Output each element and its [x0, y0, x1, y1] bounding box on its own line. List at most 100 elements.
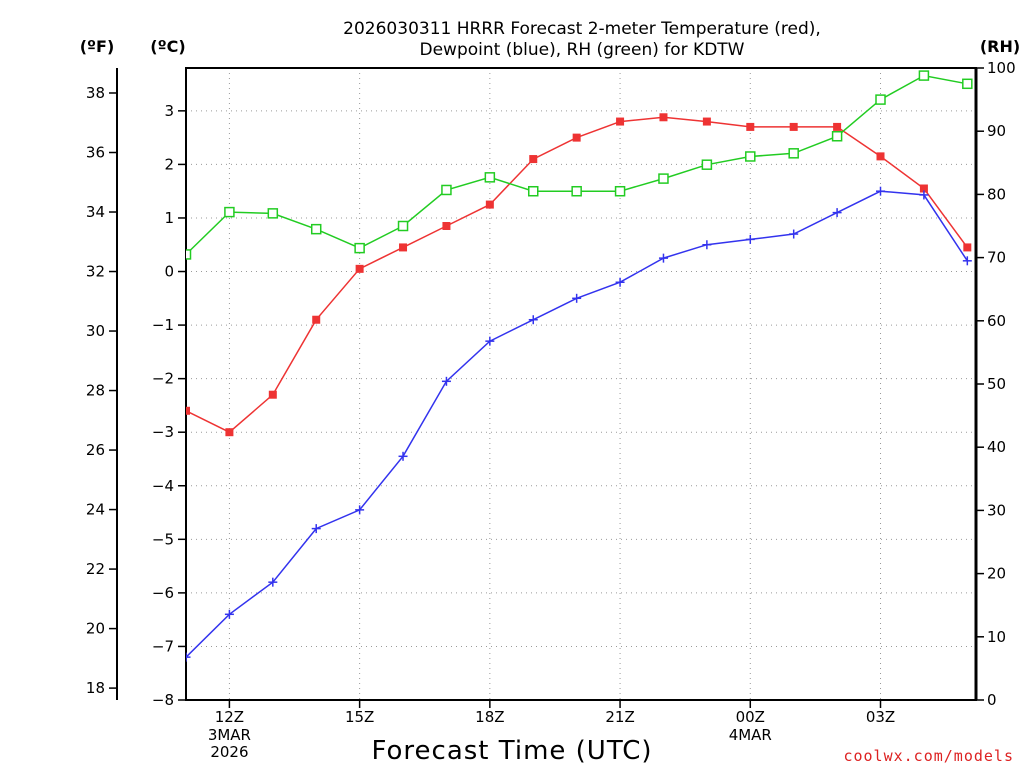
temperature-point: [876, 152, 885, 161]
series-layer: [186, 70, 973, 662]
dewpoint-point: [311, 524, 321, 534]
rh-point: [441, 184, 452, 196]
dewpoint-point: [398, 451, 408, 461]
dewpoint-point: [745, 234, 755, 244]
x-tick-sublabel: 4MAR: [729, 726, 772, 744]
dewpoint-point: [876, 186, 886, 196]
x-tick-sublabel: 3MAR: [208, 726, 251, 744]
rh-tick-label: 20: [987, 565, 1006, 583]
dewpoint-point: [832, 208, 842, 218]
rh-point: [701, 159, 713, 170]
rh-line: [186, 74, 968, 255]
rh-tick-label: 100: [987, 59, 1016, 77]
rh-point: [354, 242, 365, 254]
temperature-point: [442, 222, 451, 230]
fahrenheit-tick-label: 24: [86, 501, 105, 519]
x-axis-title: Forecast Time (UTC): [371, 736, 652, 766]
celsius-tick-label: 3: [164, 102, 174, 120]
rh-point: [186, 249, 192, 260]
rh-point: [310, 223, 322, 235]
celsius-tick-label: −2: [152, 370, 174, 388]
rh-tick-label: 70: [987, 249, 1006, 267]
x-tick-label: 12Z: [215, 708, 244, 726]
temperature-point: [355, 264, 364, 273]
temperature-point: [833, 122, 842, 131]
temperature-point: [746, 122, 755, 131]
rh-point: [788, 148, 799, 159]
rh-tick-label: 60: [987, 312, 1006, 330]
rh-point: [571, 185, 582, 197]
fahrenheit-tick-label: 26: [86, 441, 105, 459]
rh-tick-label: 10: [987, 628, 1006, 646]
dewpoint-point: [962, 256, 972, 266]
temperature-point: [399, 243, 408, 252]
temperature-point: [485, 200, 494, 209]
rh-point: [397, 220, 409, 232]
rh-point: [962, 78, 973, 90]
temperature-point: [529, 155, 538, 164]
dewpoint-point: [355, 505, 365, 515]
celsius-tick-label: −7: [152, 637, 174, 655]
rh-point: [831, 131, 843, 142]
temperature-point: [789, 122, 798, 131]
x-tick-sublabel: 2026: [210, 743, 248, 761]
temperature-point: [963, 243, 972, 252]
x-tick-label: 03Z: [866, 708, 895, 726]
dewpoint-point: [702, 240, 712, 250]
celsius-tick-label: 2: [164, 155, 174, 173]
rh-point: [614, 185, 626, 197]
celsius-tick-label: −5: [152, 530, 174, 548]
dewpoint-point: [441, 376, 451, 386]
fahrenheit-tick-label: 30: [86, 322, 105, 340]
temperature-point: [919, 184, 928, 193]
dewpoint-point: [789, 229, 799, 239]
temperature-point: [312, 315, 321, 324]
rh-point: [267, 208, 279, 219]
dewpoint-point: [186, 652, 191, 662]
chart-title-line-1: 2026030311 HRRR Forecast 2-meter Tempera…: [343, 19, 821, 39]
dewpoint-point: [528, 315, 538, 325]
x-tick-label: 18Z: [475, 708, 504, 726]
temperature-point: [572, 133, 581, 142]
rh-tick-label: 40: [987, 438, 1006, 456]
rh-tick-label: 80: [987, 185, 1006, 203]
celsius-tick-label: −3: [152, 423, 174, 441]
rh-tick-label: 90: [987, 122, 1006, 140]
temperature-point: [225, 428, 234, 437]
plot-frame: [185, 67, 977, 701]
dewpoint-line: [186, 190, 968, 658]
fahrenheit-unit-label: (ºF): [80, 37, 115, 56]
temperature-point: [268, 390, 277, 399]
fahrenheit-tick-label: 22: [86, 560, 105, 578]
celsius-unit-label: (ºC): [150, 37, 185, 56]
celsius-tick-label: 1: [164, 209, 174, 227]
rh-tick-label: 50: [987, 375, 1006, 393]
celsius-tick-label: −8: [152, 691, 174, 709]
dewpoint-point: [485, 336, 495, 346]
x-tick-label: 00Z: [736, 708, 765, 726]
footer-credit: coolwx.com/models: [843, 747, 1014, 765]
temperature-point: [616, 117, 625, 126]
dewpoint-point: [615, 277, 625, 287]
fahrenheit-tick-label: 34: [86, 203, 105, 221]
fahrenheit-tick-label: 20: [86, 620, 105, 638]
dewpoint-point: [268, 577, 278, 587]
rh-tick-label: 30: [987, 501, 1006, 519]
fahrenheit-tick-label: 32: [86, 263, 105, 281]
celsius-tick-label: −6: [152, 584, 174, 602]
celsius-tick-label: −4: [152, 477, 174, 495]
x-tick-label: 21Z: [605, 708, 634, 726]
chart-title-line-2: Dewpoint (blue), RH (green) for KDTW: [419, 40, 744, 60]
temperature-point: [702, 117, 711, 126]
fahrenheit-tick-label: 38: [86, 84, 105, 102]
dewpoint-point: [919, 190, 929, 200]
rh-point: [484, 172, 496, 183]
rh-point: [875, 94, 886, 105]
rh-point: [224, 206, 235, 218]
x-tick-label: 15Z: [345, 708, 374, 726]
rh-point: [918, 70, 930, 81]
celsius-tick-label: −1: [152, 316, 174, 334]
dewpoint-point: [658, 253, 668, 263]
celsius-tick-label: 0: [164, 263, 174, 281]
